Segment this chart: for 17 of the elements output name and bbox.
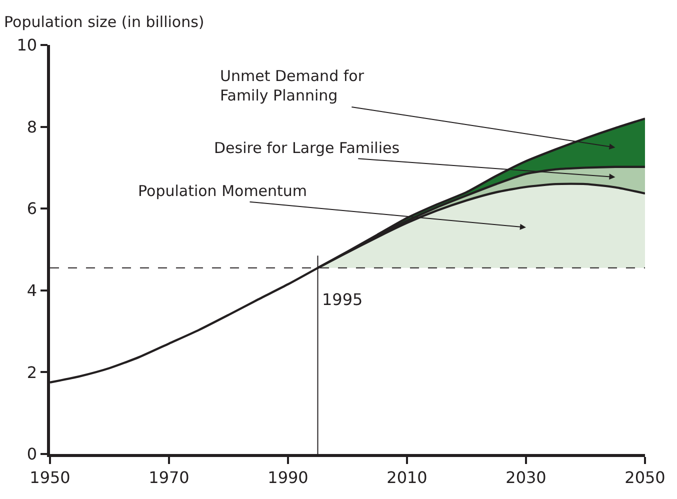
x-tick-label: 1970 — [148, 468, 190, 487]
y-tick-label: 10 — [16, 36, 38, 55]
y-tick-label: 0 — [26, 444, 38, 464]
y-axis-title: Population size (in billions) — [4, 13, 204, 31]
x-tick-label: 1950 — [30, 468, 70, 487]
annotation: Unmet Demand for Family Planning — [220, 67, 365, 104]
y-tick-label: 6 — [26, 199, 38, 218]
x-tick-label: 2030 — [506, 468, 546, 487]
x-tick-label: 1990 — [268, 468, 308, 487]
annotation: Desire for Large Families — [214, 139, 400, 157]
y-tick-label: 4 — [26, 281, 38, 300]
x-tick-label: 2050 — [624, 468, 666, 487]
y-tick-label: 8 — [26, 117, 38, 136]
annotation: Population Momentum — [138, 182, 308, 200]
x-tick-label: 2010 — [386, 468, 428, 487]
y-tick-label: 2 — [26, 362, 38, 382]
ref-line-label: 1995 — [322, 290, 363, 309]
